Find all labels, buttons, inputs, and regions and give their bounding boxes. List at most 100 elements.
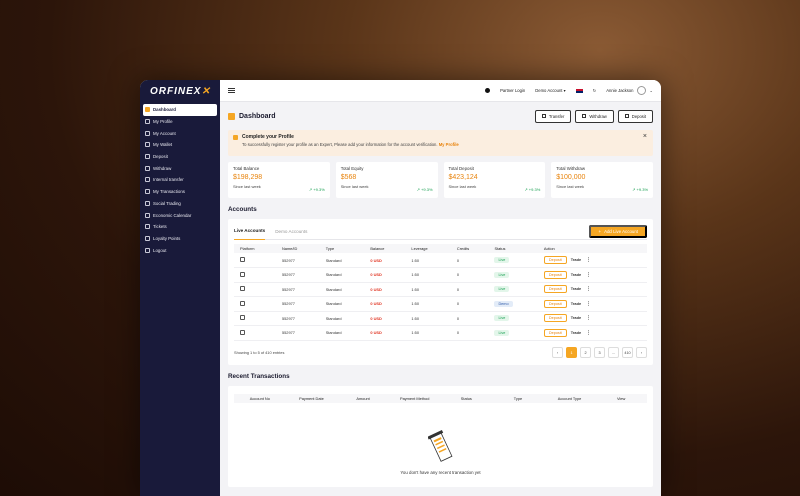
row-trade-button[interactable]: Trade [570,271,582,277]
topbar: Partner Login Demo Account ▾ ↻ Annie Jac… [220,80,661,102]
sidebar-item-label: Deposit [153,154,168,160]
sidebar-item-my-transactions[interactable]: My Transactions [140,186,220,198]
stat-value: $423,124 [448,174,478,181]
empty-state: You don't have any recent transaction ye… [234,403,647,483]
sidebar-item-label: My Account [153,130,176,136]
transfer-button[interactable]: Transfer [534,109,572,123]
stat-value: $198,298 [233,174,263,181]
row-trade-button[interactable]: Trade [570,300,582,306]
table-row: 552977 Standard 0 USD 1:50 0 Live Deposit Trade… [234,325,647,341]
my-profile-link[interactable]: My Profile [438,142,459,147]
theme-toggle-icon[interactable] [485,88,491,93]
sidebar-item-logout[interactable]: Logout [140,244,220,256]
sidebar-item-label: Logout [153,247,167,253]
sidebar-item-tickets[interactable]: Tickets [140,221,220,233]
language-flag-icon[interactable] [575,88,583,93]
column-header: Payment Method [399,395,430,401]
account-credits: 0 [450,296,489,312]
user-icon [145,119,150,125]
sidebar-item-label: Economic Calendar [153,212,192,218]
sidebar-item-internal-transfer[interactable]: Internal transfer [140,174,220,186]
menu-icon[interactable] [228,88,235,93]
row-trade-button[interactable]: Trade [570,257,582,262]
page-button[interactable]: ... [608,347,619,358]
more-vertical-icon[interactable]: ⋮ [586,329,592,336]
page-button[interactable]: 3 [594,347,605,358]
profile-alert: Complete your Profile To successfully re… [228,130,653,156]
account-balance: 0 USD [364,267,406,283]
row-deposit-button[interactable]: Deposit [543,299,567,308]
more-vertical-icon[interactable]: ⋮ [586,300,592,307]
column-header: Platform [234,244,276,253]
stat-value: $100,000 [556,174,586,181]
stat-sub: Since last week [556,184,585,189]
sidebar: ORFINEX ✕ Dashboard My Profile My Account My… [140,80,220,496]
dashboard-header: Dashboard Transfer Withdraw Deposit [228,108,653,124]
more-vertical-icon[interactable]: ⋮ [586,286,592,293]
row-deposit-button[interactable]: Deposit [543,285,567,294]
row-deposit-button[interactable]: Deposit [543,256,567,264]
transactions-header: Account No Payment Date Amount Payment Meth… [234,393,647,403]
column-header: Account No [249,395,270,401]
account-credits: 0 [450,325,489,341]
row-deposit-button[interactable]: Deposit [543,314,567,323]
withdraw-icon [582,114,587,118]
more-vertical-icon[interactable]: ⋮ [586,315,592,322]
row-deposit-button[interactable]: Deposit [543,270,567,279]
page-button[interactable]: 1 [566,347,577,358]
avatar[interactable] [637,86,647,95]
alert-text: To successfully register your profile as… [242,142,459,147]
sidebar-item-social-trading[interactable]: Social Trading [140,198,220,210]
page-button[interactable]: 2 [580,347,591,358]
tab-live-accounts[interactable]: Live Accounts [234,223,266,240]
account-leverage: 1:50 [405,296,451,312]
more-vertical-icon[interactable]: ⋮ [586,257,592,263]
refresh-icon[interactable]: ↻ [592,88,597,93]
chevron-down-icon[interactable]: ⌄ [649,88,653,93]
sidebar-item-deposit[interactable]: Deposit [140,151,220,163]
account-balance: 0 USD [364,325,406,341]
platform-icon [240,329,245,335]
deposit-button[interactable]: Deposit [617,109,653,123]
account-select[interactable]: Demo Account ▾ [535,88,566,93]
sidebar-item-withdraw[interactable]: Withdraw [140,162,220,174]
table-row: 552977 Standard 0 USD 1:50 0 Live Deposit Trade… [234,282,647,297]
recent-transactions-title: Recent Transactions [228,372,290,380]
stat-label: Total Balance [233,166,260,171]
page-button[interactable]: 410 [622,347,633,358]
user-name: Annie Jackson [606,88,634,93]
prev-page-icon[interactable]: ‹ [552,347,563,358]
sidebar-item-label: My Transactions [153,189,185,195]
sidebar-item-my-profile[interactable]: My Profile [140,116,220,128]
row-trade-button[interactable]: Trade [570,329,582,335]
row-trade-button[interactable]: Trade [570,315,582,321]
next-page-icon[interactable]: › [636,347,647,358]
account-type: Standard [319,296,365,312]
sidebar-item-loyalty-points[interactable]: Loyalty Points [140,233,220,245]
deposit-icon [145,154,150,160]
status-badge: Live [494,286,510,293]
row-deposit-button[interactable]: Deposit [543,328,567,337]
partner-login-link[interactable]: Partner Login [500,88,526,93]
withdraw-button[interactable]: Withdraw [575,109,614,123]
close-icon[interactable]: × [642,133,647,140]
account-id: 552977 [275,253,320,268]
sidebar-item-dashboard[interactable]: Dashboard [143,104,217,116]
tab-demo-accounts[interactable]: Demo Accounts [275,228,308,234]
sidebar-item-my-wallet[interactable]: My Wallet [140,139,220,151]
row-trade-button[interactable]: Trade [570,286,582,292]
add-live-account-button[interactable]: + Add Live Account [589,224,647,238]
sidebar-item-my-account[interactable]: My Account [140,127,220,139]
stat-change: ↗ +9.3% [416,187,433,192]
accounts-title: Accounts [228,206,257,213]
column-header: Balance [364,244,406,253]
sidebar-item-label: Tickets [153,224,167,230]
sidebar-item-label: Withdraw [153,165,172,171]
accounts-tabs: Live Accounts Demo Accounts + Add Live Ac… [234,223,647,240]
more-vertical-icon[interactable]: ⋮ [586,271,592,278]
stats-row: Total Balance $198,298 Since last week ↗ +9… [228,162,653,198]
stat-change: ↗ +9.3% [632,187,648,192]
column-header: Type [319,244,365,253]
sidebar-nav: Dashboard My Profile My Account My Wallet De… [140,104,220,256]
sidebar-item-economic-calendar[interactable]: Economic Calendar [140,209,220,221]
